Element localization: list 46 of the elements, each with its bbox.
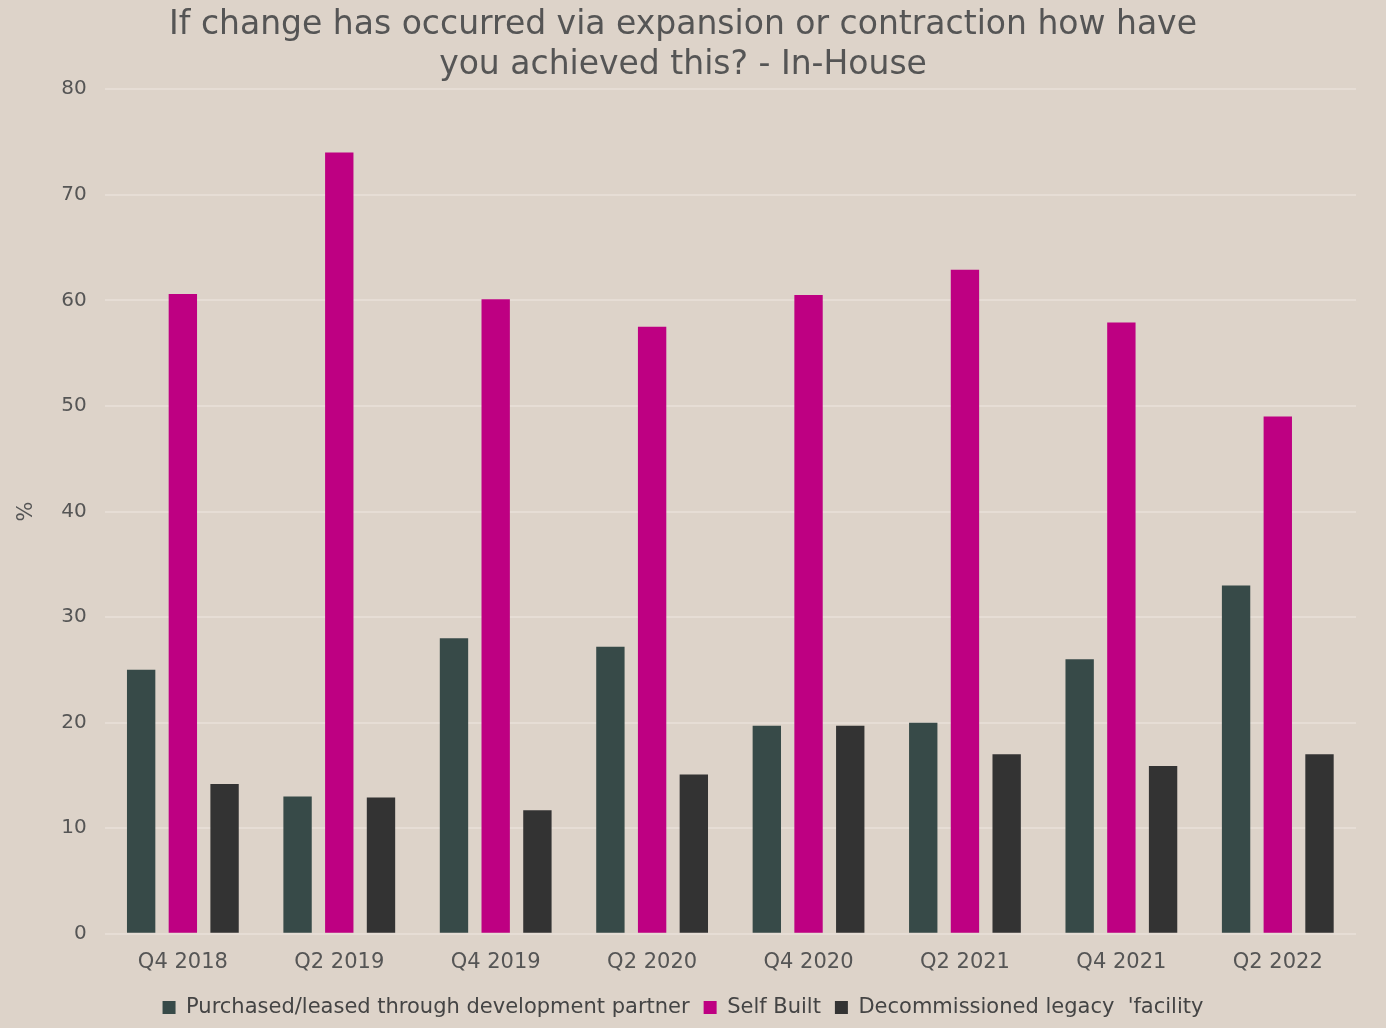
bar bbox=[1107, 322, 1136, 933]
x-tick-label: Q4 2020 bbox=[763, 948, 854, 973]
bar bbox=[637, 326, 667, 933]
bar bbox=[1305, 754, 1334, 933]
bar bbox=[325, 152, 354, 933]
y-tick-label: 0 bbox=[73, 920, 87, 944]
x-tick-label: Q2 2020 bbox=[607, 948, 698, 973]
y-tick-label: 50 bbox=[61, 392, 87, 417]
chart-title: If change has occurred via expansion or contraction how have you achieved this? - In-House bbox=[169, 3, 1197, 82]
legend-label: Purchased/leased through development partner bbox=[186, 993, 690, 1018]
bar bbox=[481, 299, 510, 933]
bar bbox=[909, 722, 938, 933]
legend-label: Decommissioned legacy 'facility bbox=[858, 993, 1204, 1018]
bar bbox=[836, 725, 865, 933]
bar bbox=[283, 796, 312, 933]
bar bbox=[1263, 416, 1292, 933]
bar bbox=[523, 810, 552, 933]
x-tick-label: Q2 2021 bbox=[919, 948, 1010, 973]
bar bbox=[1221, 585, 1251, 933]
bar bbox=[1148, 765, 1178, 933]
legend-label: Self Built bbox=[727, 993, 821, 1018]
bar bbox=[126, 669, 156, 933]
y-tick-label: 10 bbox=[61, 814, 87, 839]
bar bbox=[1065, 659, 1094, 933]
bar bbox=[752, 725, 781, 933]
y-tick-label: 40 bbox=[61, 497, 87, 522]
y-tick-label: 20 bbox=[61, 708, 87, 733]
y-tick-label: 70 bbox=[61, 180, 87, 205]
y-tick-label: 80 bbox=[61, 75, 87, 100]
bar bbox=[679, 774, 709, 933]
bar bbox=[439, 638, 469, 933]
bar bbox=[794, 295, 823, 933]
bar bbox=[366, 797, 396, 933]
x-tick-label: Q2 2022 bbox=[1232, 948, 1323, 973]
bar bbox=[168, 294, 198, 933]
y-tick-label: 60 bbox=[61, 286, 87, 311]
x-tick-label: Q4 2019 bbox=[450, 948, 541, 973]
x-tick-label: Q2 2019 bbox=[294, 948, 385, 973]
y-tick-label: 30 bbox=[61, 603, 87, 628]
y-axis-title: % bbox=[13, 501, 38, 522]
x-tick-label: Q4 2018 bbox=[137, 948, 228, 973]
bar bbox=[950, 269, 980, 933]
bar bbox=[992, 754, 1021, 933]
x-tick-label: Q4 2021 bbox=[1076, 948, 1167, 973]
bar bbox=[210, 783, 239, 933]
bar bbox=[596, 646, 625, 933]
